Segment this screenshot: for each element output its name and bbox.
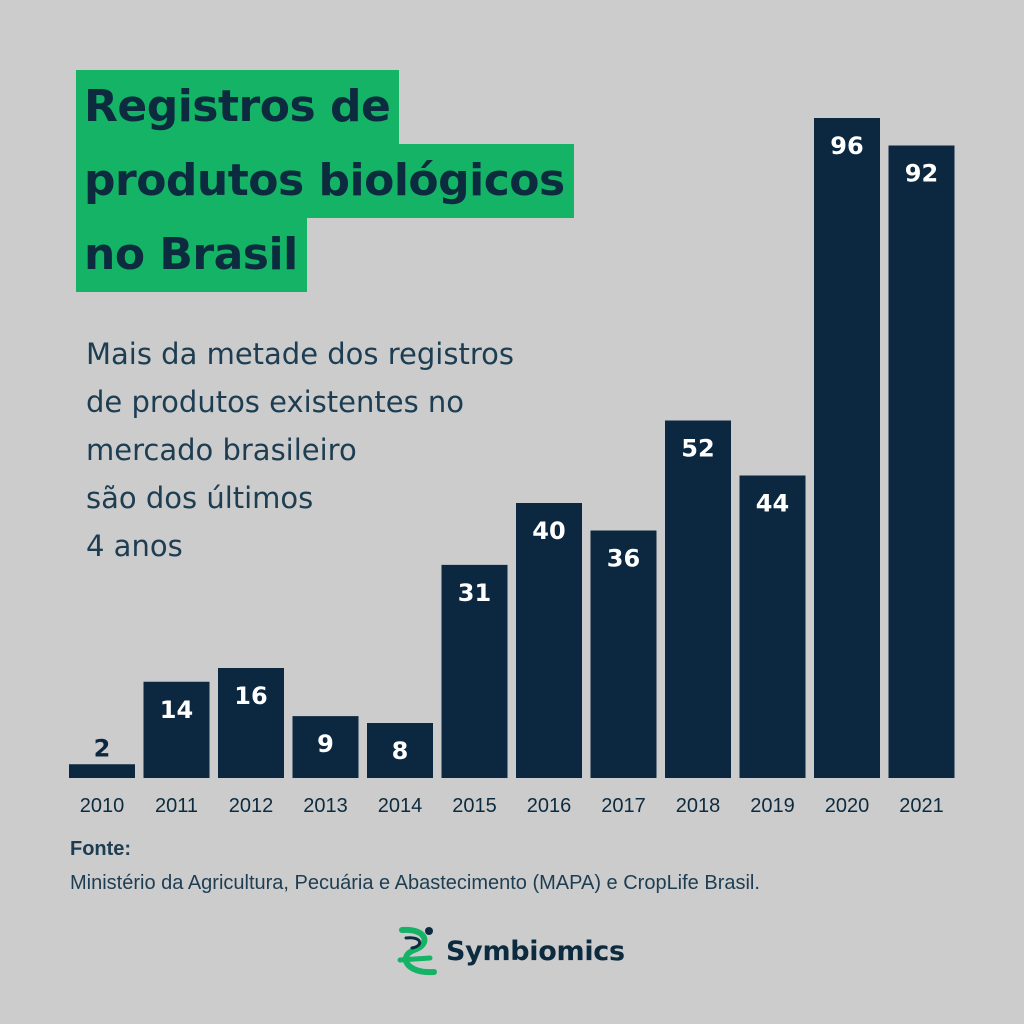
x-tick-2020: 2020 [825, 795, 870, 817]
data-label-2015: 31 [458, 579, 491, 607]
helix-logo-icon [397, 926, 437, 976]
x-tick-2010: 2010 [80, 795, 125, 817]
data-label-2012: 16 [234, 682, 267, 710]
data-label-2011: 14 [160, 696, 193, 724]
x-tick-2021: 2021 [899, 795, 944, 817]
x-tick-2011: 2011 [155, 795, 198, 817]
bar-2021 [888, 145, 955, 778]
subtitle-line-5: 4 anos [86, 529, 183, 563]
data-label-2016: 40 [532, 517, 565, 545]
x-tick-2014: 2014 [378, 795, 423, 817]
x-tick-2013: 2013 [303, 795, 348, 817]
bar-2010 [69, 764, 135, 778]
bar-2019 [739, 475, 806, 778]
source-text: Ministério da Agricultura, Pecuária e Ab… [70, 872, 760, 894]
x-tick-2012: 2012 [229, 795, 274, 817]
subtitle-line-2: de produtos existentes no [86, 385, 465, 419]
bar-2020 [814, 118, 880, 778]
data-label-2010: 2 [94, 734, 111, 762]
data-label-2020: 96 [830, 132, 863, 160]
title-block: Registros de produtos biológicos no Bras… [76, 70, 574, 292]
bar-2016 [516, 503, 582, 778]
subtitle: Mais da metade dos registros de produtos… [86, 330, 606, 570]
data-label-2017: 36 [607, 545, 640, 573]
bar-2017 [590, 530, 657, 778]
x-tick-2016: 2016 [527, 795, 572, 817]
logo-wordmark: Symbiomics [446, 935, 625, 967]
bar-2013 [292, 716, 359, 778]
bar-2015 [441, 564, 508, 778]
bar-2011 [143, 681, 210, 778]
data-label-2019: 44 [756, 490, 789, 518]
bar-2018 [665, 420, 731, 778]
brand-logo: Symbiomics [396, 922, 625, 980]
subtitle-line-4: são dos últimos [86, 481, 314, 515]
title-line-2: produtos biológicos [76, 144, 574, 218]
bar-2012 [218, 668, 284, 778]
title-line-1: Registros de [76, 70, 400, 144]
x-tick-2017: 2017 [601, 795, 646, 817]
data-label-2021: 92 [905, 160, 938, 188]
subtitle-line-3: mercado brasileiro [86, 433, 357, 467]
x-tick-2019: 2019 [750, 795, 795, 817]
data-label-2018: 52 [681, 435, 714, 463]
subtitle-line-1: Mais da metade dos registros [86, 337, 514, 371]
title-line-3: no Brasil [76, 218, 307, 292]
data-label-2013: 9 [317, 730, 334, 758]
bar-2014 [367, 723, 433, 778]
source-label: Fonte: [70, 838, 132, 860]
x-tick-2018: 2018 [676, 795, 721, 817]
x-tick-2015: 2015 [452, 795, 497, 817]
data-label-2014: 8 [392, 737, 409, 765]
